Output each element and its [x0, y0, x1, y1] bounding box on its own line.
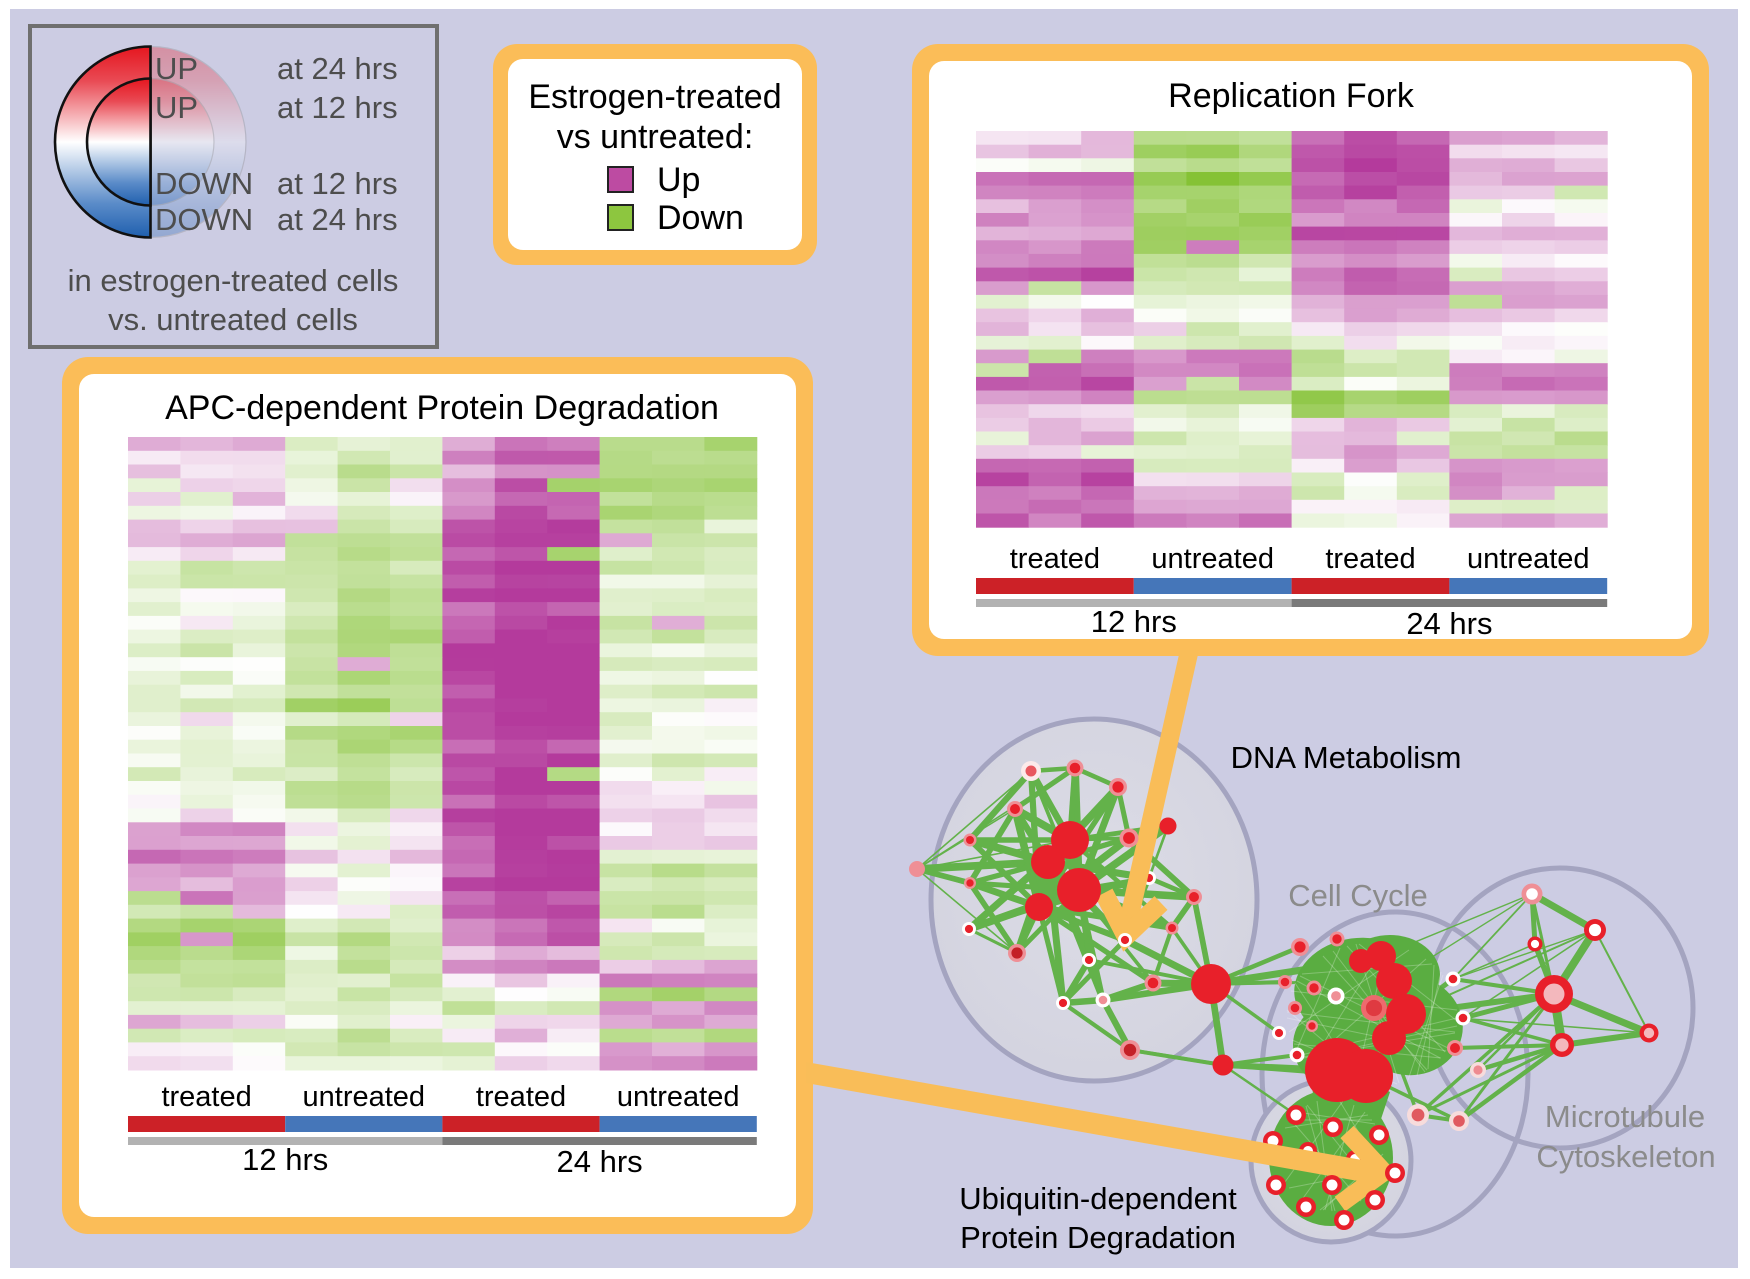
svg-text:at 12 hrs: at 12 hrs — [277, 166, 398, 201]
svg-text:UP: UP — [155, 51, 198, 86]
svg-text:Cytoskeleton: Cytoskeleton — [1536, 1139, 1715, 1174]
svg-text:treated: treated — [161, 1081, 251, 1113]
svg-text:at 24 hrs: at 24 hrs — [277, 51, 398, 86]
svg-text:Estrogen-treated: Estrogen-treated — [528, 78, 781, 116]
svg-text:DNA Metabolism: DNA Metabolism — [1231, 740, 1462, 775]
svg-text:vs untreated:: vs untreated: — [557, 118, 754, 156]
svg-text:untreated: untreated — [1151, 543, 1274, 575]
svg-text:untreated: untreated — [1467, 543, 1590, 575]
svg-text:untreated: untreated — [303, 1081, 426, 1113]
svg-text:at 12 hrs: at 12 hrs — [277, 90, 398, 125]
svg-text:APC-dependent Protein Degradat: APC-dependent Protein Degradation — [165, 389, 719, 427]
svg-text:12 hrs: 12 hrs — [242, 1142, 328, 1177]
svg-text:Up: Up — [657, 161, 700, 199]
svg-text:untreated: untreated — [617, 1081, 740, 1113]
svg-text:DOWN: DOWN — [155, 166, 253, 201]
svg-text:Ubiquitin-dependent: Ubiquitin-dependent — [959, 1181, 1237, 1216]
svg-text:treated: treated — [476, 1081, 566, 1113]
svg-text:in estrogen-treated cells: in estrogen-treated cells — [68, 263, 399, 298]
svg-text:Cell Cycle: Cell Cycle — [1288, 878, 1428, 913]
svg-text:24 hrs: 24 hrs — [1406, 606, 1492, 641]
svg-text:UP: UP — [155, 90, 198, 125]
svg-text:treated: treated — [1325, 543, 1415, 575]
svg-text:Replication Fork: Replication Fork — [1168, 77, 1415, 115]
svg-text:Down: Down — [657, 199, 744, 237]
svg-text:treated: treated — [1010, 543, 1100, 575]
svg-text:Protein Degradation: Protein Degradation — [960, 1220, 1236, 1255]
svg-text:24 hrs: 24 hrs — [557, 1144, 643, 1179]
svg-text:at 24 hrs: at 24 hrs — [277, 202, 398, 237]
svg-text:DOWN: DOWN — [155, 202, 253, 237]
svg-text:12 hrs: 12 hrs — [1091, 604, 1177, 639]
svg-text:vs. untreated cells: vs. untreated cells — [108, 302, 358, 337]
svg-text:Microtubule: Microtubule — [1545, 1099, 1705, 1134]
